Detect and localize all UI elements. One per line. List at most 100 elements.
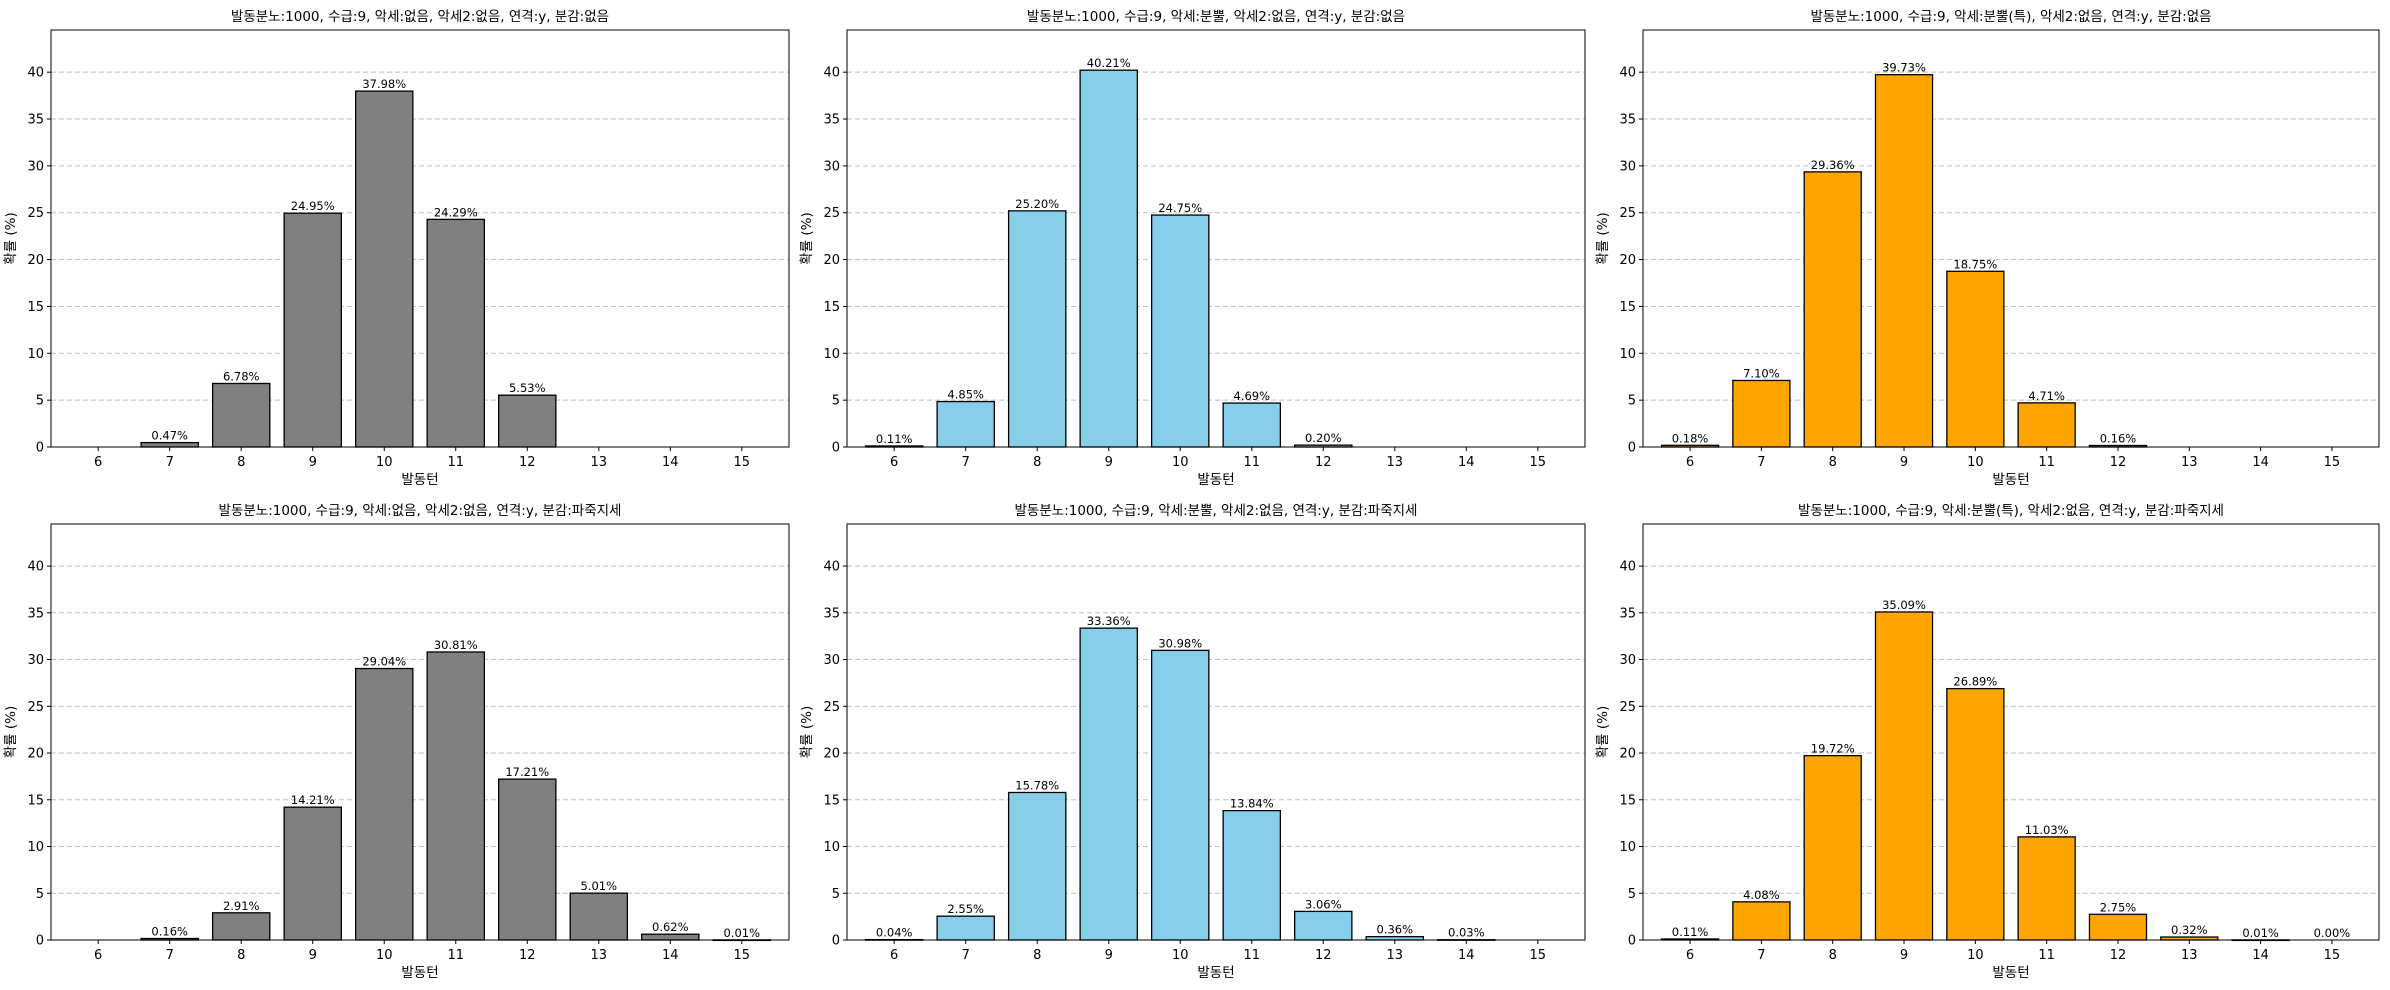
bar-data-label: 5.53% [509, 381, 546, 395]
y-tick-label: 15 [1619, 793, 1636, 808]
bar-data-label: 0.11% [1672, 925, 1709, 939]
y-tick-label: 5 [832, 394, 840, 409]
bar [426, 218, 486, 448]
subplot-6: 0.11% 4.08% 19.72% 35.09% 26.89% 11.03% 2.75% 0… [1595, 503, 2380, 981]
y-tick-label: 5 [832, 887, 840, 902]
bar-data-label: 24.75% [1158, 201, 1202, 215]
x-axis-label: 발동턴 [1197, 472, 1234, 488]
y-tick-label: 10 [27, 840, 44, 855]
bar-data-label: 7.10% [1743, 366, 1780, 380]
bar-data-label: 0.01% [2242, 926, 2279, 940]
bar [354, 90, 414, 448]
x-tick-label: 6 [890, 455, 898, 470]
chart-title: 발동분노:1000, 수급:9, 악세:없음, 악세2:없음, 연격:y, 분감… [219, 503, 622, 519]
axes-frame [846, 29, 1586, 448]
bar [2017, 402, 2076, 448]
bar [569, 892, 629, 941]
y-tick-label: 5 [1628, 394, 1636, 409]
bar-data-label: 0.18% [1672, 431, 1709, 445]
y-tick-label: 15 [823, 300, 840, 315]
bar [498, 778, 557, 941]
y-tick-label: 10 [1619, 347, 1636, 362]
bar-data-label: 24.95% [291, 199, 335, 213]
bar-data-label: 3.06% [1305, 897, 1342, 911]
bar [1732, 901, 1791, 941]
x-tick-label: 6 [1686, 948, 1694, 963]
x-tick-label: 7 [962, 948, 970, 963]
y-tick-label: 25 [823, 206, 840, 221]
x-tick-label: 15 [1530, 455, 1547, 470]
x-tick-label: 12 [2110, 948, 2127, 963]
y-tick-label: 0 [1628, 441, 1636, 456]
axes-frame [1642, 29, 2380, 448]
bar-data-label: 33.36% [1087, 614, 1131, 628]
y-tick-label: 25 [27, 206, 44, 221]
x-tick-label: 9 [309, 455, 317, 470]
bar [1150, 214, 1210, 448]
y-tick-label: 10 [823, 347, 840, 362]
y-tick-label: 35 [27, 113, 44, 128]
bar-data-label: 30.98% [1158, 636, 1202, 650]
bar [1365, 935, 1425, 941]
x-tick-label: 12 [1315, 455, 1332, 470]
bar [936, 400, 995, 448]
y-axis-label: 확률 (%) [799, 212, 815, 265]
x-tick-label: 14 [2252, 455, 2269, 470]
bar [1294, 910, 1353, 941]
chart-title: 발동분노:1000, 수급:9, 악세:분뿔, 악세2:없음, 연격:y, 분감… [1027, 9, 1405, 25]
x-axis-label: 발동턴 [1992, 472, 2029, 488]
axes-frame [50, 523, 790, 941]
x-tick-label: 9 [1105, 455, 1113, 470]
x-tick-label: 15 [734, 948, 751, 963]
bar-data-label: 35.09% [1882, 598, 1926, 612]
y-tick-label: 25 [823, 700, 840, 715]
y-tick-label: 20 [823, 253, 840, 268]
x-tick-label: 8 [1829, 948, 1837, 963]
bar [211, 382, 271, 448]
bar-data-label: 0.11% [876, 432, 913, 446]
x-tick-label: 9 [1105, 948, 1113, 963]
bar-data-label: 2.91% [223, 899, 260, 913]
bar-data-label: 4.08% [1743, 888, 1780, 902]
bar [1007, 791, 1067, 941]
x-tick-label: 10 [1172, 455, 1189, 470]
x-tick-label: 6 [94, 948, 102, 963]
bar-data-label: 0.03% [1448, 926, 1485, 940]
x-tick-label: 13 [2181, 455, 2198, 470]
x-tick-label: 8 [1033, 455, 1041, 470]
x-tick-label: 6 [94, 455, 102, 470]
x-axis-label: 발동턴 [401, 472, 438, 488]
x-tick-label: 10 [1172, 948, 1189, 963]
x-tick-label: 14 [662, 948, 679, 963]
bar-data-label: 37.98% [362, 77, 406, 91]
x-tick-label: 9 [309, 948, 317, 963]
y-tick-label: 30 [27, 159, 44, 174]
y-tick-label: 25 [1619, 700, 1636, 715]
subplot-5: 0.04% 2.55% 15.78% 33.36% 30.98% 13.84% 3.06% 0… [799, 503, 1586, 981]
x-tick-label: 14 [2252, 948, 2269, 963]
y-tick-label: 20 [1619, 253, 1636, 268]
bar-data-label: 5.01% [581, 879, 618, 893]
x-tick-label: 7 [1757, 948, 1765, 963]
bar [283, 212, 342, 448]
subplot-4: 0.16% 2.91% 14.21% 29.04% 30.81% 17.21% 5.01% 0… [3, 503, 790, 981]
y-tick-label: 20 [27, 747, 44, 762]
bar-data-label: 30.81% [434, 638, 478, 652]
y-axis-label: 확률 (%) [1595, 706, 1611, 759]
x-tick-label: 10 [1967, 455, 1984, 470]
bar-data-label: 6.78% [223, 369, 260, 383]
y-tick-label: 30 [823, 159, 840, 174]
x-tick-label: 11 [1243, 948, 1260, 963]
bar [354, 667, 414, 941]
bar-data-label: 25.20% [1015, 197, 1059, 211]
x-tick-label: 7 [166, 948, 174, 963]
y-axis-label: 확률 (%) [3, 212, 19, 265]
x-tick-label: 6 [1686, 455, 1694, 470]
bar-data-label: 0.47% [151, 429, 188, 443]
x-tick-label: 15 [2324, 948, 2341, 963]
x-tick-label: 8 [1829, 455, 1837, 470]
bar [140, 441, 199, 448]
subplot-3: 0.18% 7.10% 29.36% 39.73% 18.75% 4.71% 0.16% 0 5… [1595, 9, 2380, 488]
y-tick-label: 25 [1619, 206, 1636, 221]
bar [498, 394, 557, 448]
